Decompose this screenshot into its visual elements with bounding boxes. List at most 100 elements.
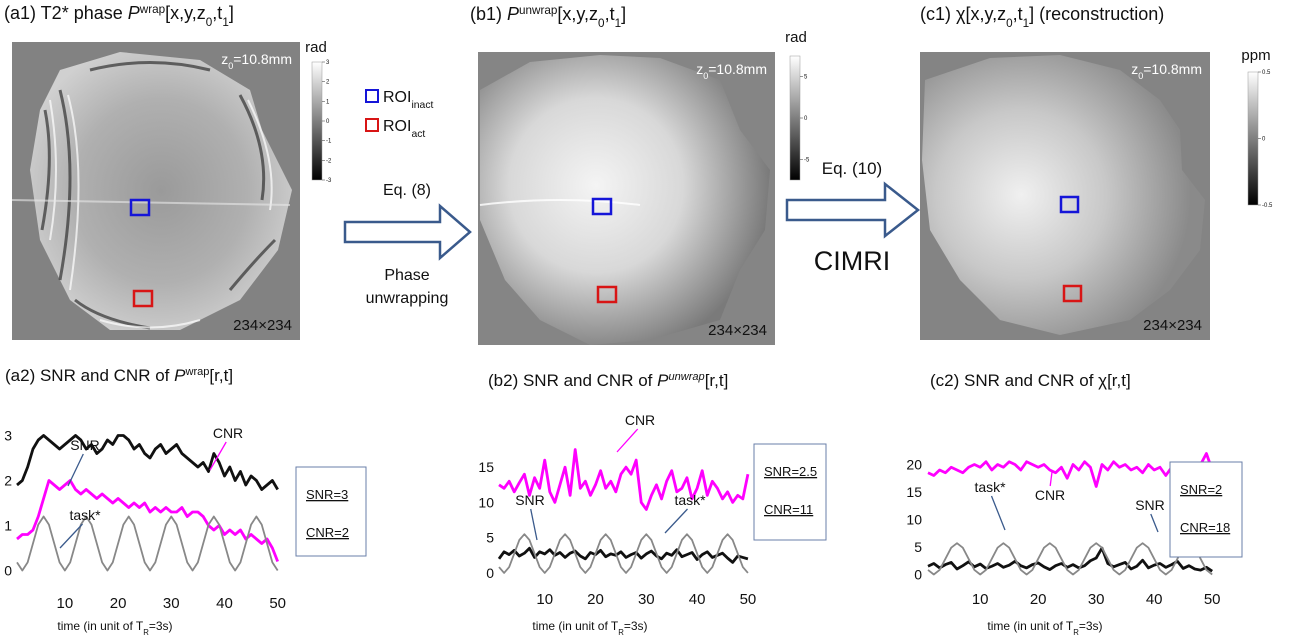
x-axis-label: time (in unit of TR=3s) <box>532 619 647 637</box>
series-label: CNR <box>625 412 655 428</box>
series-line <box>17 517 278 571</box>
x-axis-label: time (in unit of TR=3s) <box>987 619 1102 637</box>
text-part: =3s) <box>1079 619 1103 633</box>
matrix-size: 234×234 <box>1143 317 1202 334</box>
series-label-arrow <box>531 509 537 540</box>
series-label: CNR <box>213 425 243 441</box>
page: (a1) T2* phase Pwrap[x,y,z0,t1]rad3210-1… <box>0 0 1293 638</box>
text-part: ] (reconstruction) <box>1029 4 1164 24</box>
colorbar-tick-label: 0 <box>1262 137 1266 143</box>
text-part: z <box>221 51 228 67</box>
y-tick-label: 5 <box>914 539 922 555</box>
figure: (a1) T2* phase Pwrap[x,y,z0,t1]rad3210-1… <box>0 0 1293 638</box>
arrow-eq8 <box>345 206 470 258</box>
text-part: [x,y,z <box>165 3 206 23</box>
colorbar-tick-label: -2 <box>326 158 332 164</box>
colorbar-tick-label: 3 <box>326 60 330 66</box>
series-label: task* <box>974 479 1006 495</box>
x-tick-label: 30 <box>638 591 655 608</box>
stats-box <box>754 444 826 540</box>
text-part: act <box>411 129 425 140</box>
text-part: time (in unit of T <box>532 619 618 633</box>
image-a1 <box>12 42 300 340</box>
x-tick-label: 50 <box>1204 591 1221 608</box>
text-part: (c2) SNR and CNR of χ[r,t] <box>930 371 1131 390</box>
y-tick-label: 0 <box>486 565 494 581</box>
colorbar-tick-label: 0 <box>326 119 330 125</box>
text-part: z <box>1131 61 1138 77</box>
text-part: =10.8mm <box>1143 61 1202 77</box>
colorbar-label: rad <box>785 29 807 46</box>
matrix-size: 234×234 <box>233 317 292 334</box>
x-tick-label: 20 <box>587 591 604 608</box>
text-part: time (in unit of T <box>57 619 143 633</box>
stats-text: CNR=2 <box>306 525 349 540</box>
y-tick-label: 5 <box>486 530 494 546</box>
text-part: =3s) <box>624 619 648 633</box>
arrow-label: CIMRI <box>814 246 891 276</box>
text-part: [x,y,z <box>557 4 598 24</box>
x-tick-label: 20 <box>110 595 127 612</box>
colorbar-tick-label: -5 <box>804 157 810 163</box>
arrow-label: Eq. (8) <box>383 182 431 199</box>
text-part: unwrap <box>519 4 558 17</box>
arrow-label: Eq. (10) <box>822 159 882 178</box>
text-part: (a1) T2* phase <box>4 3 128 23</box>
text-part: P <box>128 3 140 23</box>
roi-key-inact <box>366 90 378 102</box>
text-part: ,t <box>212 3 222 23</box>
colorbar-tick-label: 1 <box>326 99 330 105</box>
colorbar-tick-label: -0.5 <box>1262 203 1273 209</box>
arrow-label: unwrapping <box>366 290 449 307</box>
x-tick-label: 10 <box>57 595 74 612</box>
x-tick-label: 30 <box>163 595 180 612</box>
y-tick-label: 0 <box>4 563 12 579</box>
series-label: task* <box>69 507 101 523</box>
x-tick-label: 50 <box>740 591 757 608</box>
panel-title: (b1) Punwrap[x,y,z0,t1] <box>470 4 626 30</box>
series-label: CNR <box>1035 487 1065 503</box>
x-axis-label: time (in unit of TR=3s) <box>57 619 172 637</box>
x-tick-label: 40 <box>216 595 233 612</box>
stats-text: SNR=3 <box>306 487 348 502</box>
stats-text: CNR=18 <box>1180 520 1230 535</box>
x-tick-label: 30 <box>1088 591 1105 608</box>
stats-box <box>296 467 366 556</box>
colorbar-tick-label: 5 <box>804 75 808 81</box>
text-part: =10.8mm <box>233 51 292 67</box>
x-tick-label: 10 <box>536 591 553 608</box>
y-tick-label: 15 <box>906 484 922 500</box>
x-tick-label: 40 <box>689 591 706 608</box>
series-label-arrow <box>68 454 83 486</box>
text-part: ROI <box>383 89 411 106</box>
text-part: inact <box>411 100 433 111</box>
series-label-arrow <box>1050 472 1052 486</box>
text-part: ,t <box>1013 4 1023 24</box>
colorbar-label: ppm <box>1241 47 1270 64</box>
roi-key-act <box>366 119 378 131</box>
roi-legend: ROIinact <box>383 89 434 111</box>
text-part: [r,t] <box>209 366 233 385</box>
y-tick-label: 1 <box>4 518 12 534</box>
text-part: ] <box>229 3 234 23</box>
text-part: ] <box>621 4 626 24</box>
y-tick-label: 10 <box>478 494 494 510</box>
text-part: P <box>657 371 669 390</box>
stats-text: SNR=2 <box>1180 482 1222 497</box>
text-part: =3s) <box>149 619 173 633</box>
series-label: task* <box>674 492 706 508</box>
text-part: (b2) SNR and CNR of <box>488 371 657 390</box>
series-label: SNR <box>70 437 100 453</box>
series-label-arrow <box>992 496 1006 530</box>
matrix-size: 234×234 <box>708 322 767 339</box>
colorbar <box>312 62 322 180</box>
y-tick-label: 20 <box>906 457 922 473</box>
text-part: unwrap <box>668 371 704 383</box>
panel-title: (c1) χ[x,y,z0,t1] (reconstruction) <box>920 4 1164 30</box>
colorbar-tick-label: 0.5 <box>1262 70 1271 76</box>
x-tick-label: 10 <box>972 591 989 608</box>
text-part: ROI <box>383 118 411 135</box>
arrow-label: Phase <box>384 267 429 284</box>
arrow-eq10 <box>787 184 918 236</box>
stats-text: SNR=2.5 <box>764 464 817 479</box>
